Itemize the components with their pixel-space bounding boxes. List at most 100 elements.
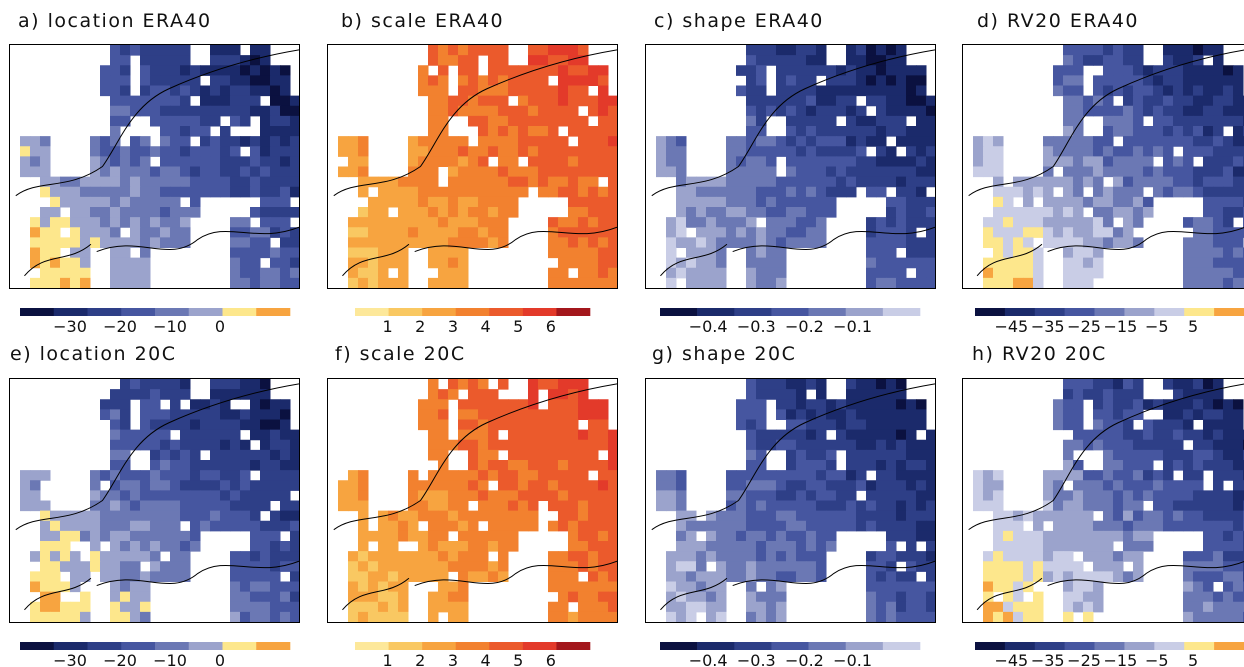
map-cell (916, 186, 927, 198)
map-cell (756, 75, 767, 86)
map-cell (1173, 429, 1184, 441)
map-cell (776, 500, 787, 512)
map-cell (200, 95, 211, 107)
map-cell (1113, 45, 1124, 56)
map-cell (358, 551, 369, 562)
map-cell (1163, 176, 1174, 188)
map-cell (528, 429, 539, 441)
map-cell (448, 551, 459, 562)
map-cell (518, 186, 529, 198)
map-cell (408, 146, 419, 157)
map-cell (458, 530, 469, 542)
map-cell (866, 591, 877, 603)
map-cell (428, 237, 439, 248)
map-cell (290, 257, 299, 269)
map-cell (378, 186, 389, 198)
map-cell (608, 227, 617, 238)
map-cell (1183, 571, 1194, 582)
map-cell (726, 530, 737, 542)
map-cell (836, 126, 847, 137)
map-cell (438, 186, 449, 198)
map-cell (578, 196, 589, 208)
map-cell (736, 65, 747, 76)
map-cell (150, 449, 161, 461)
map-cell (983, 277, 994, 288)
map-cell (428, 247, 439, 259)
map-cell (726, 217, 737, 228)
map-cell (220, 490, 231, 501)
map-cell (1213, 551, 1224, 562)
colorbar-swatch (355, 308, 389, 316)
map-cell (1023, 267, 1034, 279)
map-cell (1003, 237, 1014, 248)
map-cell (1213, 65, 1224, 76)
map-cell (100, 166, 111, 178)
map-cell (438, 449, 449, 461)
map-cell (1203, 237, 1214, 248)
map-cell (180, 227, 191, 238)
map-cell (538, 75, 549, 86)
map-cell (746, 217, 757, 228)
map-cell (30, 581, 41, 593)
map-cell (846, 409, 857, 420)
map-cell (776, 176, 787, 188)
map-cell (866, 601, 877, 613)
map-cell (886, 611, 897, 622)
map-cell (220, 85, 231, 97)
map-cell (280, 500, 291, 512)
map-cell (30, 277, 41, 288)
map-cell (896, 601, 907, 613)
map-cell (220, 126, 231, 137)
map-cell (398, 530, 409, 542)
map-cell (1043, 571, 1054, 582)
map-cell (548, 551, 559, 562)
map-cell (1083, 611, 1094, 622)
map-cell (578, 267, 589, 279)
map-cell (240, 419, 251, 431)
map-cell (696, 520, 707, 532)
map-cell (896, 510, 907, 522)
map-cell (876, 65, 887, 76)
map-cell (160, 379, 171, 390)
map-cell (716, 611, 727, 622)
map-cell (150, 45, 161, 56)
map-cell (746, 126, 757, 137)
map-cell (926, 156, 935, 167)
map-cell (866, 429, 877, 441)
map-cell (70, 257, 81, 269)
map-cell (816, 136, 827, 147)
map-cell (1103, 429, 1114, 441)
map-cell (1203, 379, 1214, 390)
map-cell (1083, 217, 1094, 228)
map-cell (806, 176, 817, 188)
map-cell (983, 146, 994, 157)
map-cell (726, 207, 737, 218)
map-cell (1193, 551, 1204, 562)
map-cell (1173, 55, 1184, 66)
map-cell (766, 55, 777, 66)
colorbar-swatch (882, 642, 921, 650)
map-cell (1103, 126, 1114, 137)
map-cell (588, 490, 599, 501)
map-cell (270, 277, 281, 288)
map-cell (150, 520, 161, 532)
map-cell (220, 500, 231, 512)
map-cell (358, 591, 369, 603)
map-cell (100, 510, 111, 522)
map-cell (786, 409, 797, 420)
map-cell (1203, 186, 1214, 198)
colorbar-swatch (697, 642, 735, 650)
map-cell (766, 439, 777, 451)
map-cell (1073, 591, 1084, 603)
map-cell (110, 571, 121, 582)
map-cell (686, 530, 697, 542)
map-cell (806, 136, 817, 147)
map-cell (906, 611, 917, 622)
map-cell (1163, 419, 1174, 431)
map-cell (1143, 399, 1154, 410)
map-cell (280, 591, 291, 603)
map-cell (110, 449, 121, 461)
map-cell (926, 561, 935, 572)
map-cell (438, 75, 449, 86)
map-cell (50, 520, 61, 532)
